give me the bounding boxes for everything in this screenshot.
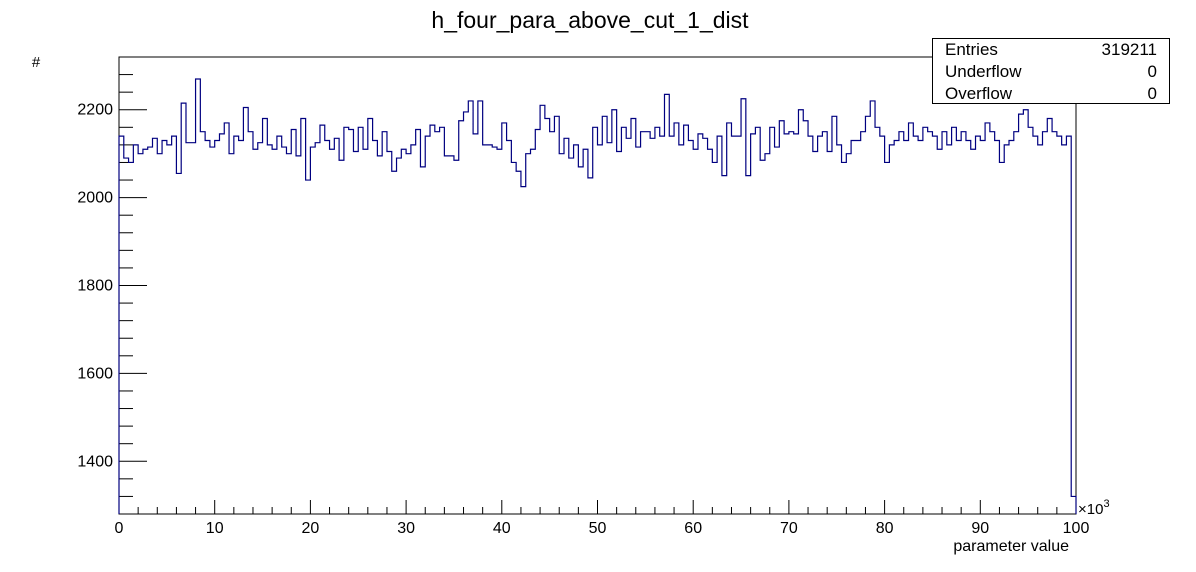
stats-label: Entries bbox=[945, 40, 998, 59]
y-tick-label: 2200 bbox=[77, 102, 113, 119]
x-tick-label: 20 bbox=[302, 520, 320, 537]
histogram-line bbox=[118, 78, 1077, 514]
x-tick-label: 70 bbox=[780, 520, 798, 537]
x-tick-label: 60 bbox=[684, 520, 702, 537]
stats-value: 319211 bbox=[1101, 40, 1157, 59]
x-tick-label: 10 bbox=[206, 520, 224, 537]
x-axis-exponent-base: ×10 bbox=[1078, 501, 1103, 518]
stats-row-overflow: Overflow 0 bbox=[945, 83, 1157, 105]
y-axis: 1400 1600 1800 2000 2200 bbox=[77, 56, 147, 497]
x-tick-label: 80 bbox=[876, 520, 894, 537]
y-axis-label: # bbox=[32, 54, 41, 71]
y-tick-label: 1800 bbox=[77, 278, 113, 295]
stats-box: Entries 319211 Underflow 0 Overflow 0 bbox=[932, 38, 1170, 104]
stats-row-underflow: Underflow 0 bbox=[945, 61, 1157, 83]
x-tick-label: 40 bbox=[493, 520, 511, 537]
x-axis: 0 10 20 30 40 50 60 70 80 90 100 bbox=[115, 500, 1090, 537]
stats-row-entries: Entries 319211 bbox=[945, 39, 1157, 61]
y-tick-label: 2000 bbox=[77, 190, 113, 207]
x-tick-label: 100 bbox=[1063, 520, 1090, 537]
x-axis-label: parameter value bbox=[953, 538, 1069, 555]
stats-label: Underflow bbox=[945, 62, 1022, 81]
x-axis-exponent: ×103 bbox=[1078, 498, 1110, 518]
y-tick-label: 1400 bbox=[77, 453, 113, 470]
x-tick-label: 90 bbox=[971, 520, 989, 537]
x-axis-exponent-power: 3 bbox=[1103, 498, 1109, 510]
stats-value: 0 bbox=[1147, 62, 1157, 81]
x-tick-label: 50 bbox=[589, 520, 607, 537]
x-tick-label: 30 bbox=[397, 520, 415, 537]
chart-title: h_four_para_above_cut_1_dist bbox=[431, 7, 749, 33]
stats-value: 0 bbox=[1147, 84, 1157, 103]
y-tick-label: 1600 bbox=[77, 365, 113, 382]
stats-label: Overflow bbox=[945, 84, 1013, 103]
x-tick-label: 0 bbox=[115, 520, 124, 537]
